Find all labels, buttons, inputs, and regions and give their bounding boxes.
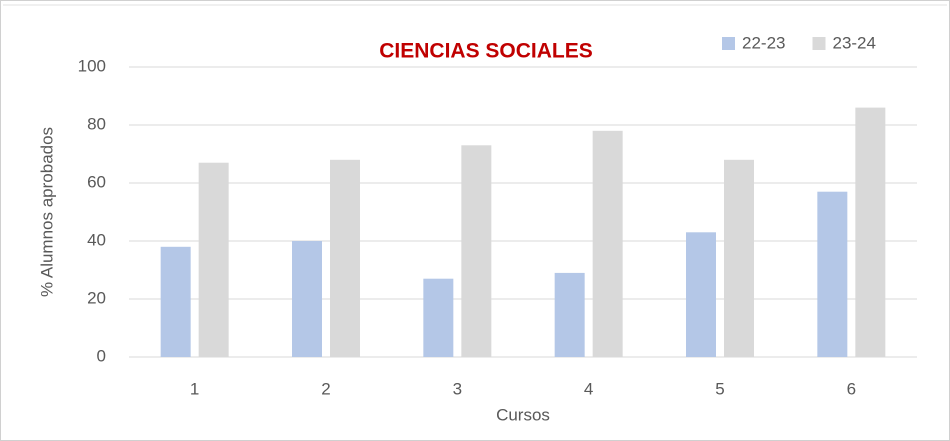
x-tick-label: 4: [584, 379, 593, 398]
y-tick-label: 20: [87, 288, 106, 307]
x-tick-label: 1: [190, 379, 199, 398]
bar: [160, 246, 191, 357]
bar: [592, 130, 623, 357]
bar: [724, 159, 754, 357]
legend-label: 23-24: [832, 33, 875, 52]
bar: [554, 272, 585, 357]
y-axis-label: % Alumnos aprobados: [37, 127, 56, 297]
x-tick-label: 5: [715, 379, 724, 398]
y-tick-label: 80: [87, 114, 106, 133]
bar: [198, 162, 229, 357]
bar: [461, 145, 492, 357]
legend-swatch: [722, 37, 735, 50]
bar: [423, 278, 454, 357]
y-tick-label: 60: [87, 172, 106, 191]
bar: [292, 241, 322, 357]
x-tick-label: 6: [847, 379, 856, 398]
bar: [855, 107, 886, 357]
legend-label: 22-23: [742, 33, 785, 52]
y-tick-label: 0: [97, 346, 106, 365]
bar: [330, 159, 360, 357]
x-axis-label: Cursos: [496, 405, 550, 424]
legend-swatch: [812, 37, 826, 50]
y-tick-label: 100: [78, 56, 106, 75]
bar: [817, 191, 848, 357]
chart-title: CIENCIAS SOCIALES: [379, 40, 593, 63]
x-tick-label: 3: [453, 379, 462, 398]
y-tick-label: 40: [87, 230, 106, 249]
x-tick-label: 2: [321, 379, 330, 398]
bar: [686, 232, 716, 357]
